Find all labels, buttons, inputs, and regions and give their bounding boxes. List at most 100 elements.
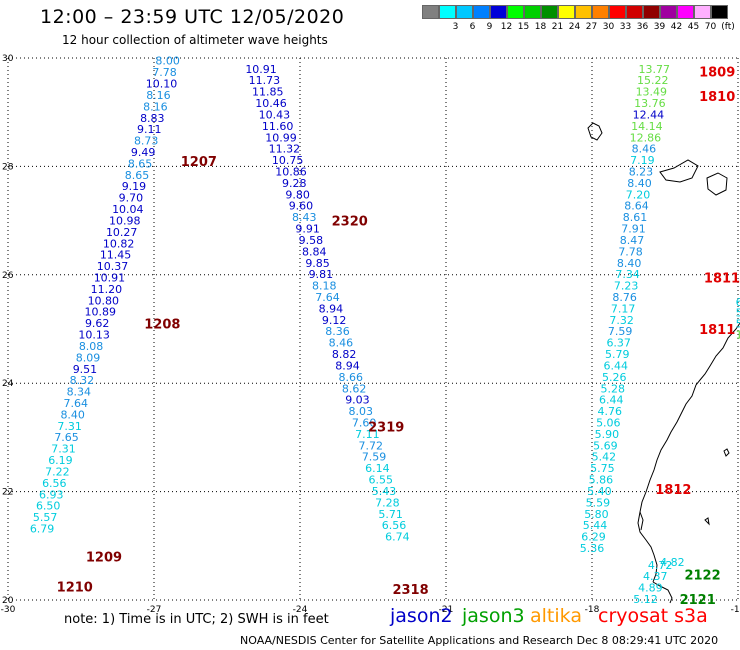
wave-height-value: 9.49: [131, 146, 156, 159]
wave-height-value: 10.91: [245, 63, 277, 76]
wave-height-value: 10.86: [275, 166, 307, 179]
wave-height-value: 7.78: [618, 245, 643, 258]
wave-height-value: 8.62: [342, 382, 367, 395]
legend-label: 3: [452, 22, 459, 32]
wave-height-value: 5.: [736, 307, 740, 320]
legend-swatch: [609, 5, 626, 19]
wave-height-value: 5.69: [593, 439, 618, 452]
wave-height-value: 8.94: [319, 302, 344, 315]
wave-height-value: 9.11: [137, 123, 162, 136]
wave-height-value: 14.14: [631, 120, 663, 133]
wave-height-value: 6.55: [368, 474, 393, 487]
pass-time-label: 2320: [332, 215, 368, 230]
lon-tick-label: -15: [731, 605, 740, 615]
wave-height-value: 6.50: [36, 500, 61, 513]
wave-height-value: 9.12: [322, 314, 347, 327]
legend-swatch: [711, 5, 728, 19]
lat-tick-label: 26: [2, 271, 14, 281]
wave-height-value: 9.81: [309, 268, 334, 281]
wave-height-value: 5.44: [583, 519, 608, 532]
wave-height-value: 12.44: [633, 108, 665, 121]
wave-height-value: 6.93: [39, 488, 64, 501]
wave-height-value: 10.37: [97, 260, 129, 273]
cape-blanc-peninsula: [639, 511, 644, 531]
wave-height-value: 13.77: [639, 63, 671, 76]
wave-height-value: 7.32: [609, 314, 634, 327]
lat-tick-label: 28: [2, 162, 14, 172]
legend-unit: (ft): [721, 22, 735, 32]
wave-height-value: 7.65: [54, 431, 79, 444]
satellite-label: jason3: [462, 605, 525, 627]
legend-swatch: [490, 5, 507, 19]
wave-height-value: 12.86: [630, 131, 662, 144]
wave-height-value: 4.72: [648, 559, 673, 572]
wave-height-value: 13.: [736, 328, 740, 341]
wave-height-value: 10.91: [94, 271, 126, 284]
wave-height-value: 5.75: [590, 462, 615, 475]
wave-height-value: 7.64: [64, 397, 89, 410]
map-subtitle: 12 hour collection of altimeter wave hei…: [62, 33, 328, 47]
lon-tick-label: -27: [147, 605, 162, 615]
wave-height-value: 8.73: [134, 135, 159, 148]
axis-tick-labels: -30 -27 -24 -21 -18 -15 20 22 24 26 28 30: [1, 54, 740, 615]
legend-swatch: [507, 5, 524, 19]
legend-label: 39: [653, 22, 666, 32]
legend-label: 42: [670, 22, 683, 32]
wave-height-color-legend: 3 6 9 12 15 18 21 24 27 30 33 36 39 42 45 70 (ft): [422, 5, 735, 35]
lon-tick-label: -30: [1, 605, 16, 615]
pass-time-label: 2121: [680, 593, 716, 608]
wave-height-value: 8.66: [339, 371, 364, 384]
wave-height-value: 11.20: [91, 283, 123, 296]
wave-height-value: 6.14: [365, 462, 390, 475]
wave-height-value: 11.32: [269, 143, 301, 156]
wave-height-value: 6.56: [42, 477, 67, 490]
lat-tick-label: 22: [2, 488, 13, 498]
wave-height-value: 5.86: [589, 474, 614, 487]
legend-label: 33: [619, 22, 632, 32]
wave-height-value: 9.62: [85, 317, 110, 330]
wave-height-value: 8.09: [76, 351, 101, 364]
legend-label: 6: [469, 22, 476, 32]
legend-swatch: [422, 5, 439, 19]
lon-tick-label: -21: [439, 605, 454, 615]
wave-height-value: 8.34: [67, 386, 92, 399]
wave-height-value: 6: [736, 296, 740, 309]
wave-height-value: 7.34: [615, 268, 640, 281]
wave-height-value: 6.37: [606, 337, 631, 350]
wave-height-value: 5.42: [592, 451, 617, 464]
wave-height-value: 7.59: [608, 325, 633, 338]
wave-height-value: 5.: [736, 318, 740, 331]
wave-height-value: 5.80: [584, 508, 609, 521]
wave-height-value: 7.23: [614, 280, 639, 293]
wave-height-value: 10.10: [146, 78, 178, 91]
wave-height-value: 9.51: [73, 363, 98, 376]
legend-swatch: [541, 5, 558, 19]
pass-time-label: 2318: [392, 583, 428, 598]
wave-height-value: 13.76: [634, 97, 666, 110]
wave-height-value: 5.36: [580, 542, 605, 555]
wave-height-value: 6.19: [48, 454, 73, 467]
wave-height-value: 9.28: [282, 177, 307, 190]
wave-height-value: 8.40: [617, 257, 642, 270]
wave-height-value: 7.31: [57, 420, 82, 433]
legend-swatch: [456, 5, 473, 19]
wave-height-value: 8.16: [146, 89, 171, 102]
wave-height-value: 9.19: [122, 180, 147, 193]
canary-island-gran-canaria: [706, 172, 728, 196]
wave-height-value: 8.84: [302, 245, 327, 258]
wave-height-value: 10.82: [103, 237, 135, 250]
pass-time-labels: 1809 1810 1207 2320 1811 1208 1811 2319 1812 1209…: [57, 66, 740, 608]
wave-height-value: 5.90: [595, 428, 620, 441]
lat-lon-grid: [7, 57, 739, 601]
wave-height-value: 13.49: [636, 86, 668, 99]
wave-height-value: 8.65: [125, 169, 150, 182]
wave-height-value: 5.28: [601, 382, 626, 395]
wave-height-value: 7.11: [355, 428, 380, 441]
lat-tick-label: 20: [2, 596, 14, 606]
pass-time-label: 2319: [368, 421, 404, 436]
wave-height-value: 4.76: [598, 405, 623, 418]
wave-height-value: 11.85: [252, 86, 284, 99]
wave-height-value: 8.00: [155, 55, 180, 68]
wave-height-value: 8.23: [629, 166, 654, 179]
